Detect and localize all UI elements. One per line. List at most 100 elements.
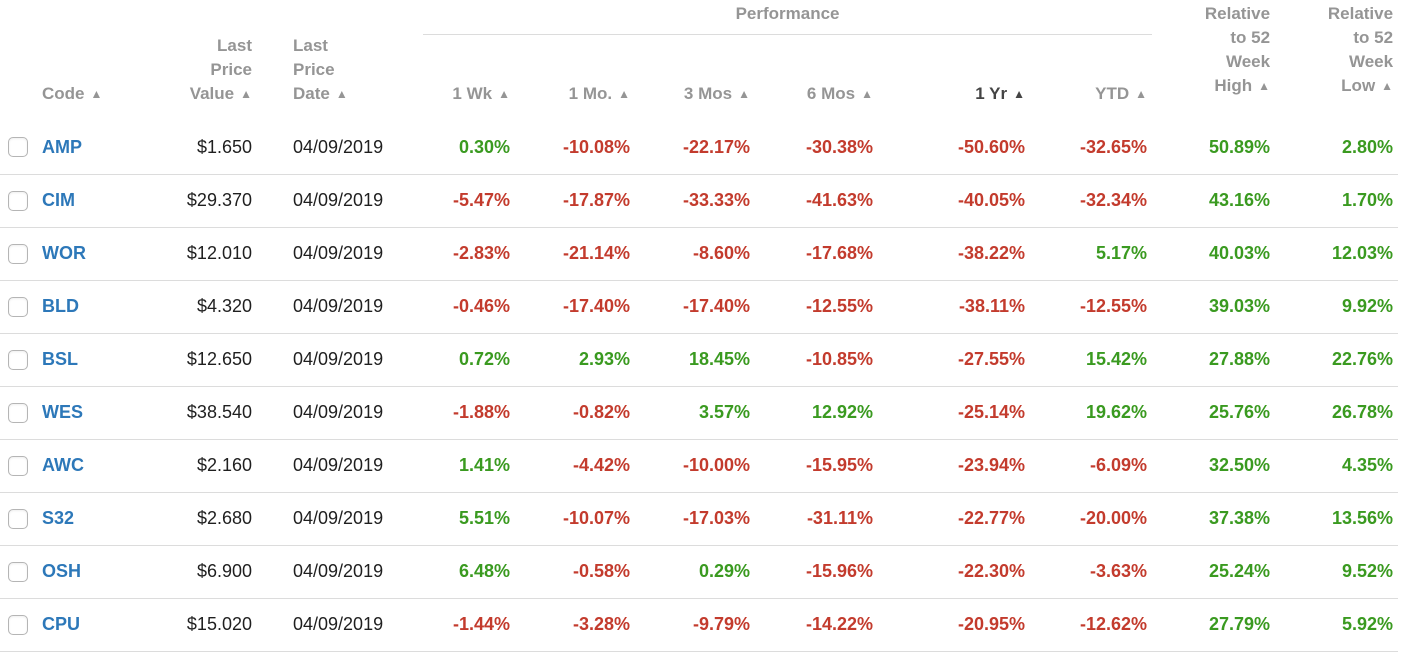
- pct-1wk-cell: 1.41%: [458, 455, 510, 475]
- column-header-relative-52w-high[interactable]: Relative to 52 Week High ▲: [1152, 0, 1275, 121]
- sort-asc-icon: ▲: [498, 87, 510, 101]
- pct-3mos-cell: -8.60%: [692, 243, 750, 263]
- column-header-6mos[interactable]: 6 Mos ▲: [755, 34, 878, 121]
- pct-1yr-cell: -25.14%: [957, 402, 1025, 422]
- pct-1yr-cell: -22.77%: [957, 508, 1025, 528]
- table-row: AWC $2.160 04/09/2019 1.41% -4.42% -10.0…: [0, 439, 1399, 492]
- header-spacer: [0, 0, 423, 34]
- row-checkbox[interactable]: [8, 243, 28, 264]
- column-header-code[interactable]: Code ▲: [40, 34, 135, 121]
- pct-1yr-cell: -40.05%: [957, 190, 1025, 210]
- column-header-label: Code: [42, 84, 85, 103]
- row-select-cell: [0, 598, 40, 651]
- column-header-3mos[interactable]: 3 Mos ▲: [635, 34, 755, 121]
- table-row: BSL $12.650 04/09/2019 0.72% 2.93% 18.45…: [0, 333, 1399, 386]
- column-header-relative-52w-low[interactable]: Relative to 52 Week Low ▲: [1275, 0, 1398, 121]
- table-body: AMP $1.650 04/09/2019 0.30% -10.08% -22.…: [0, 121, 1399, 651]
- stock-code-cell: AWC: [40, 439, 135, 492]
- stock-code-link[interactable]: AWC: [42, 455, 84, 475]
- row-select-cell: [0, 333, 40, 386]
- pct-3mos-cell: 18.45%: [688, 349, 750, 369]
- pct-rel-52w-high-cell: 40.03%: [1209, 243, 1271, 263]
- row-checkbox[interactable]: [8, 561, 28, 582]
- pct-rel-52w-high-cell: 50.89%: [1209, 136, 1271, 157]
- pct-1yr-cell: -27.55%: [957, 349, 1025, 369]
- row-select-cell: [0, 545, 40, 598]
- column-header-1yr[interactable]: 1 Yr ▲: [878, 34, 1030, 121]
- pct-6mos-cell: -41.63%: [805, 190, 873, 210]
- last-price-date-cell: 04/09/2019: [293, 561, 384, 581]
- last-price-date-cell: 04/09/2019: [293, 296, 384, 316]
- stock-code-cell: WOR: [40, 227, 135, 280]
- stock-code-link[interactable]: WES: [42, 402, 84, 422]
- pct-ytd-cell: 5.17%: [1096, 243, 1148, 263]
- column-header-last-price-date[interactable]: Last Price Date ▲: [257, 34, 423, 121]
- row-checkbox[interactable]: [8, 402, 28, 423]
- column-header-label: YTD: [1095, 84, 1130, 103]
- stock-code-link[interactable]: WOR: [42, 243, 86, 263]
- pct-1yr-cell: -20.95%: [957, 614, 1025, 634]
- last-price-date-cell: 04/09/2019: [293, 243, 384, 263]
- last-price-date-cell: 04/09/2019: [293, 508, 384, 528]
- row-checkbox[interactable]: [8, 296, 28, 317]
- last-price-date-cell: 04/09/2019: [293, 190, 384, 210]
- stock-code-link[interactable]: AMP: [42, 136, 82, 157]
- row-select-cell: [0, 280, 40, 333]
- last-price-date-cell: 04/09/2019: [293, 614, 384, 634]
- column-header-label: 6 Mos: [806, 84, 856, 103]
- watchlist-table: Performance Relative to 52 Week High ▲ Re…: [0, 0, 1399, 651]
- row-select-cell: [0, 121, 40, 174]
- last-price-value-cell: $15.020: [186, 614, 252, 634]
- stock-code-cell: OSH: [40, 545, 135, 598]
- row-checkbox[interactable]: [8, 455, 28, 476]
- pct-1mo-cell: -17.40%: [562, 296, 630, 316]
- pct-6mos-cell: -15.96%: [805, 561, 873, 581]
- pct-1mo-cell: -0.58%: [572, 561, 630, 581]
- sort-asc-icon: ▲: [90, 87, 103, 101]
- row-checkbox[interactable]: [8, 508, 28, 529]
- pct-1wk-cell: -2.83%: [452, 243, 510, 263]
- pct-6mos-cell: -17.68%: [805, 243, 873, 263]
- pct-3mos-cell: -9.79%: [692, 614, 750, 634]
- last-price-value-cell: $4.320: [196, 296, 252, 316]
- sort-asc-icon: ▲: [1013, 87, 1025, 101]
- stock-code-link[interactable]: S32: [42, 508, 75, 528]
- pct-rel-52w-low-cell: 22.76%: [1332, 349, 1394, 369]
- pct-6mos-cell: -12.55%: [805, 296, 873, 316]
- stock-code-cell: CIM: [40, 174, 135, 227]
- stock-code-cell: WES: [40, 386, 135, 439]
- pct-rel-52w-high-cell: 25.76%: [1209, 402, 1271, 422]
- row-checkbox[interactable]: [8, 349, 28, 370]
- table-row: CPU $15.020 04/09/2019 -1.44% -3.28% -9.…: [0, 598, 1399, 651]
- stock-code-link[interactable]: CPU: [42, 614, 81, 634]
- table-row: OSH $6.900 04/09/2019 6.48% -0.58% 0.29%…: [0, 545, 1399, 598]
- pct-1wk-cell: 5.51%: [458, 508, 510, 528]
- sort-asc-icon: ▲: [861, 87, 873, 101]
- pct-6mos-cell: -31.11%: [806, 508, 873, 528]
- pct-ytd-cell: -12.62%: [1080, 614, 1148, 634]
- pct-1mo-cell: -17.87%: [562, 190, 630, 210]
- stock-code-link[interactable]: BSL: [42, 349, 78, 369]
- column-header-last-price-value[interactable]: Last Price Value ▲: [135, 34, 257, 121]
- column-header-1mo[interactable]: 1 Mo. ▲: [515, 34, 635, 121]
- pct-ytd-cell: 15.42%: [1086, 349, 1148, 369]
- column-header-label: 1 Wk: [452, 84, 493, 103]
- pct-ytd-cell: -32.65%: [1080, 136, 1148, 157]
- row-checkbox[interactable]: [8, 614, 28, 635]
- column-header-label: Relative to 52 Week Low: [1327, 4, 1394, 95]
- stock-code-link[interactable]: CIM: [42, 190, 75, 210]
- column-header-label: 1 Yr: [975, 84, 1008, 103]
- stock-code-cell: S32: [40, 492, 135, 545]
- row-checkbox[interactable]: [8, 190, 28, 211]
- last-price-date-cell: 04/09/2019: [293, 402, 384, 422]
- stock-code-link[interactable]: OSH: [42, 561, 82, 581]
- pct-rel-52w-high-cell: 27.88%: [1209, 349, 1271, 369]
- row-checkbox[interactable]: [8, 137, 28, 158]
- pct-3mos-cell: 0.29%: [698, 561, 750, 581]
- pct-ytd-cell: -6.09%: [1090, 455, 1148, 475]
- column-header-1wk[interactable]: 1 Wk ▲: [423, 34, 515, 121]
- stock-code-link[interactable]: BLD: [42, 296, 79, 316]
- column-header-ytd[interactable]: YTD ▲: [1030, 34, 1152, 121]
- pct-3mos-cell: -17.03%: [682, 508, 750, 528]
- pct-1mo-cell: -4.42%: [572, 455, 630, 475]
